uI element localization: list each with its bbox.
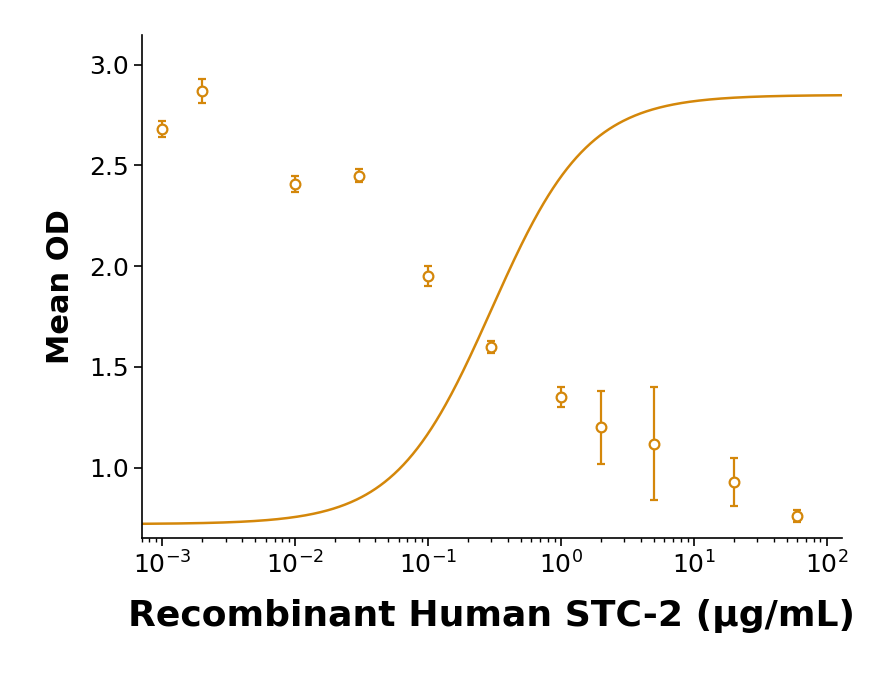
Y-axis label: Mean OD: Mean OD: [46, 209, 74, 364]
X-axis label: Recombinant Human STC-2 (μg/mL): Recombinant Human STC-2 (μg/mL): [128, 600, 855, 633]
